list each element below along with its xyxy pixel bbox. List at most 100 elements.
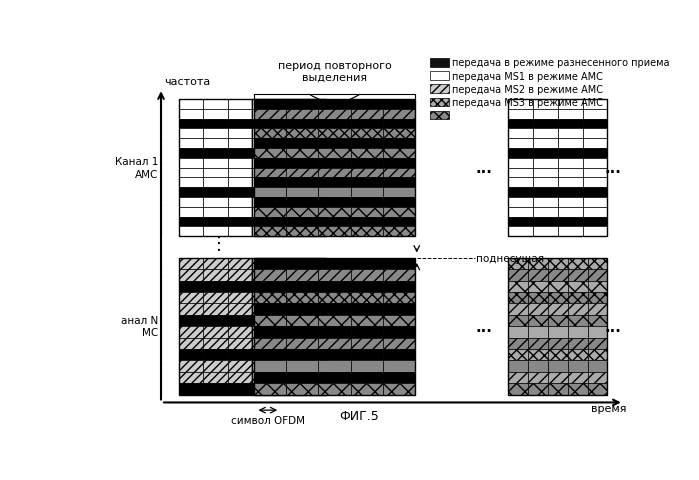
Bar bbox=[254, 258, 415, 395]
Bar bbox=[301, 217, 326, 227]
Bar bbox=[582, 198, 607, 207]
Bar bbox=[582, 217, 607, 227]
Bar bbox=[301, 178, 326, 188]
Bar bbox=[286, 281, 319, 292]
Bar bbox=[277, 178, 301, 188]
Bar bbox=[588, 304, 607, 315]
Bar bbox=[508, 384, 528, 395]
Bar bbox=[286, 217, 319, 227]
Bar bbox=[301, 100, 326, 109]
Bar bbox=[228, 326, 252, 338]
Bar bbox=[558, 198, 582, 207]
Bar bbox=[351, 178, 383, 188]
Bar bbox=[528, 315, 548, 326]
Bar bbox=[351, 129, 383, 139]
Bar bbox=[286, 326, 319, 338]
Bar bbox=[277, 361, 301, 372]
Bar bbox=[351, 270, 383, 281]
Bar bbox=[286, 304, 319, 315]
Bar bbox=[383, 384, 415, 395]
Bar bbox=[286, 207, 319, 217]
Bar bbox=[277, 129, 301, 139]
Bar bbox=[286, 349, 319, 361]
Bar bbox=[533, 120, 558, 129]
Bar bbox=[254, 384, 286, 395]
Bar bbox=[351, 361, 383, 372]
Bar bbox=[319, 129, 351, 139]
Bar bbox=[588, 315, 607, 326]
Bar bbox=[383, 149, 415, 158]
Bar bbox=[254, 372, 286, 384]
Bar bbox=[179, 178, 203, 188]
Bar bbox=[508, 158, 533, 168]
Bar bbox=[351, 326, 383, 338]
Bar bbox=[301, 227, 326, 237]
Bar bbox=[203, 384, 228, 395]
Bar bbox=[277, 109, 301, 120]
Bar bbox=[228, 349, 252, 361]
Bar bbox=[383, 178, 415, 188]
Bar bbox=[228, 129, 252, 139]
Bar bbox=[203, 372, 228, 384]
Bar bbox=[228, 188, 252, 198]
Bar bbox=[179, 109, 203, 120]
Bar bbox=[301, 361, 326, 372]
Bar bbox=[277, 198, 301, 207]
Bar bbox=[528, 258, 548, 270]
Bar bbox=[228, 227, 252, 237]
Bar bbox=[301, 188, 326, 198]
Bar bbox=[254, 270, 286, 281]
Bar bbox=[383, 129, 415, 139]
Bar bbox=[228, 304, 252, 315]
Bar bbox=[277, 258, 301, 270]
Bar bbox=[508, 188, 533, 198]
Bar bbox=[319, 109, 351, 120]
Bar bbox=[277, 207, 301, 217]
Bar bbox=[252, 292, 277, 304]
Bar bbox=[252, 139, 277, 149]
Bar bbox=[351, 100, 383, 109]
Bar bbox=[588, 384, 607, 395]
Bar bbox=[351, 188, 383, 198]
Bar bbox=[254, 326, 286, 338]
Bar bbox=[254, 158, 286, 168]
Bar bbox=[383, 227, 415, 237]
Bar bbox=[286, 109, 319, 120]
Bar bbox=[582, 100, 607, 109]
Bar bbox=[228, 384, 252, 395]
Bar bbox=[203, 315, 228, 326]
Bar bbox=[533, 139, 558, 149]
Bar bbox=[252, 158, 277, 168]
Bar bbox=[319, 372, 351, 384]
Bar bbox=[351, 292, 383, 304]
Bar bbox=[558, 178, 582, 188]
Bar bbox=[286, 120, 319, 129]
Bar bbox=[351, 158, 383, 168]
Bar bbox=[252, 129, 277, 139]
Bar bbox=[179, 338, 203, 349]
Text: передача MS3 в режиме АМС: передача MS3 в режиме АМС bbox=[452, 97, 603, 108]
Bar bbox=[203, 207, 228, 217]
Bar bbox=[548, 361, 568, 372]
Bar bbox=[319, 349, 351, 361]
Bar bbox=[533, 227, 558, 237]
Bar bbox=[286, 372, 319, 384]
Bar bbox=[319, 315, 351, 326]
Bar bbox=[252, 188, 277, 198]
Bar bbox=[252, 281, 277, 292]
Bar bbox=[228, 315, 252, 326]
Bar bbox=[319, 292, 351, 304]
Bar bbox=[301, 149, 326, 158]
Bar bbox=[252, 227, 277, 237]
Bar bbox=[319, 361, 351, 372]
Bar bbox=[286, 338, 319, 349]
Bar bbox=[351, 207, 383, 217]
Bar bbox=[203, 100, 228, 109]
Bar bbox=[228, 217, 252, 227]
Bar bbox=[319, 384, 351, 395]
Bar bbox=[286, 178, 319, 188]
Bar bbox=[203, 227, 228, 237]
Bar bbox=[568, 338, 588, 349]
Bar bbox=[319, 100, 351, 109]
Bar bbox=[203, 349, 228, 361]
